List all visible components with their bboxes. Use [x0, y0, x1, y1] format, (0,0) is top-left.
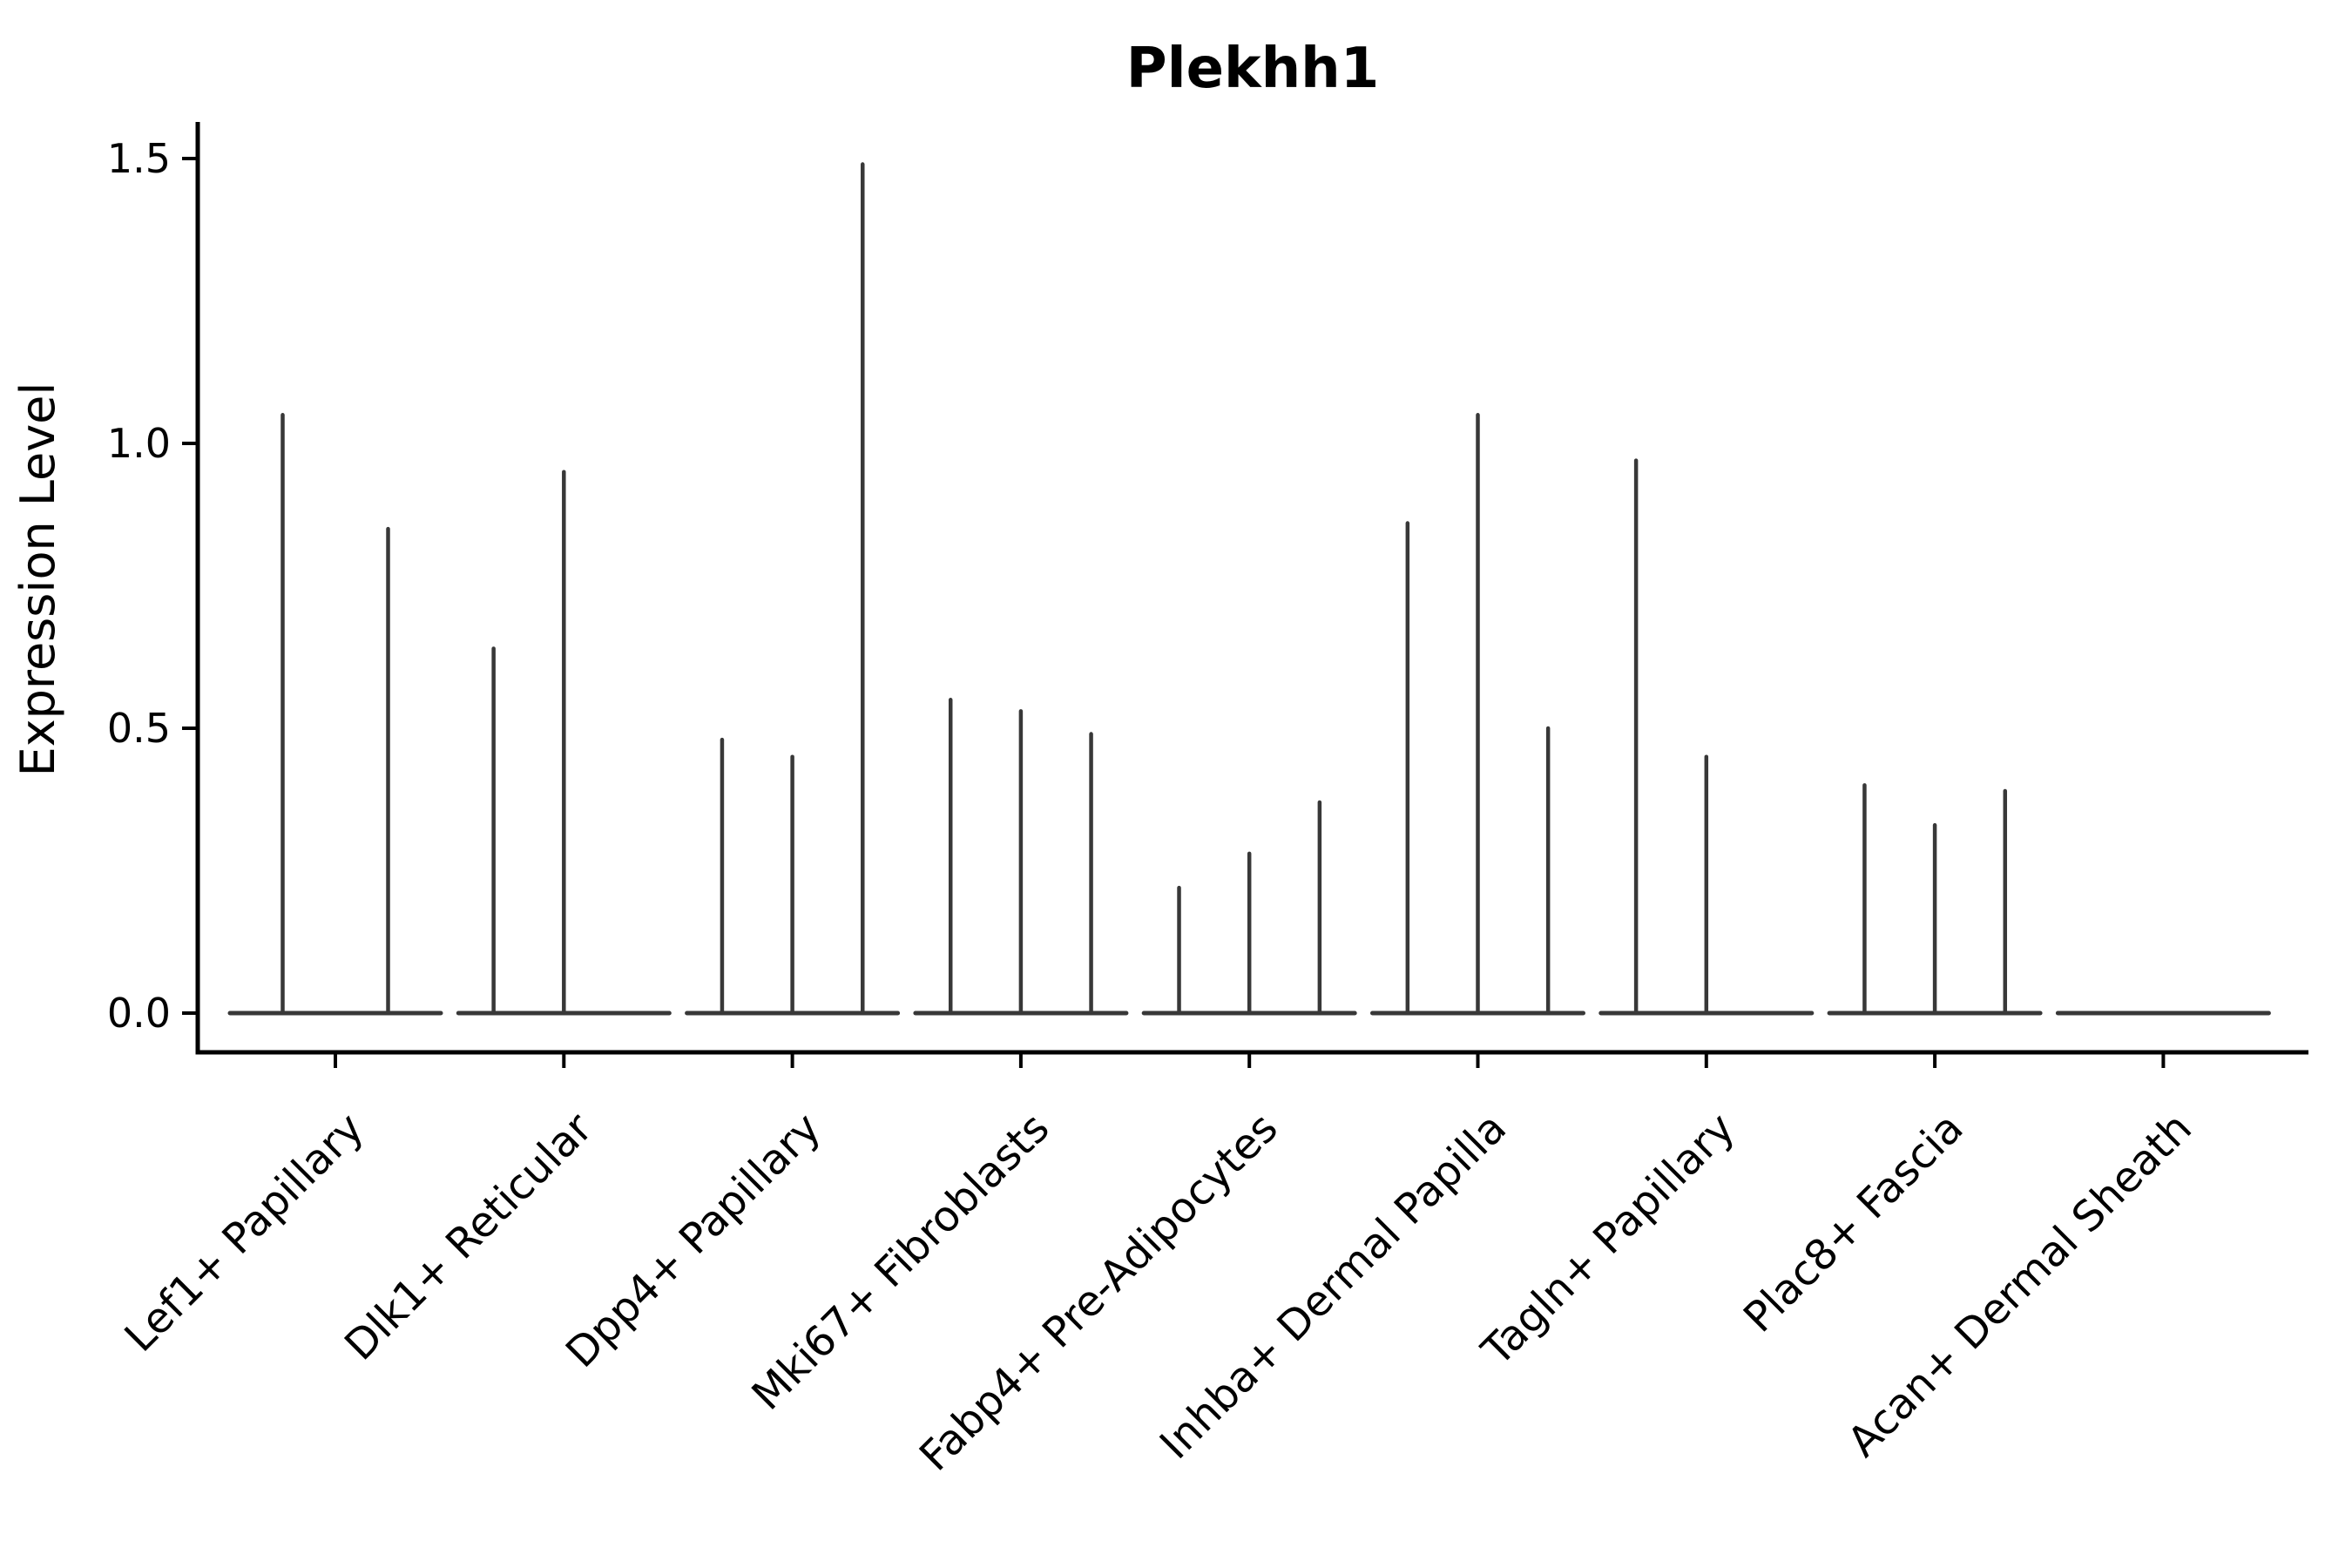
- violin-group: [456, 470, 672, 1016]
- y-axis-ticks: 0.0 0.5 1.0 1.5: [107, 135, 198, 1037]
- violin-group: [685, 162, 901, 1016]
- violins: [227, 162, 2271, 1016]
- violin-group: [1827, 783, 2043, 1016]
- chart-title: Plekhh1: [1126, 37, 1379, 101]
- violin-group: [913, 698, 1129, 1016]
- violin-group: [1598, 458, 1815, 1016]
- violin-group: [227, 413, 443, 1016]
- x-tick-label: Dlk1+ Reticular: [335, 1104, 602, 1370]
- y-tick-label: 0.0: [107, 990, 171, 1037]
- x-tick-label: Plac8+ Fascia: [1734, 1104, 1973, 1342]
- x-tick-label: Lef1+ Papillary: [116, 1104, 374, 1362]
- violin-group: [1141, 800, 1357, 1016]
- y-tick-label: 1.0: [107, 420, 171, 467]
- axes: [195, 122, 2308, 1055]
- x-tick-label: Tagln+ Papillary: [1472, 1104, 1744, 1375]
- x-tick-label: Dpp4+ Papillary: [557, 1104, 830, 1377]
- x-axis-ticks: [334, 1052, 2166, 1068]
- y-tick-label: 1.5: [107, 135, 171, 182]
- violin-group: [1370, 413, 1585, 1016]
- y-tick-label: 0.5: [107, 705, 171, 752]
- y-axis-label: Expression Level: [10, 382, 65, 777]
